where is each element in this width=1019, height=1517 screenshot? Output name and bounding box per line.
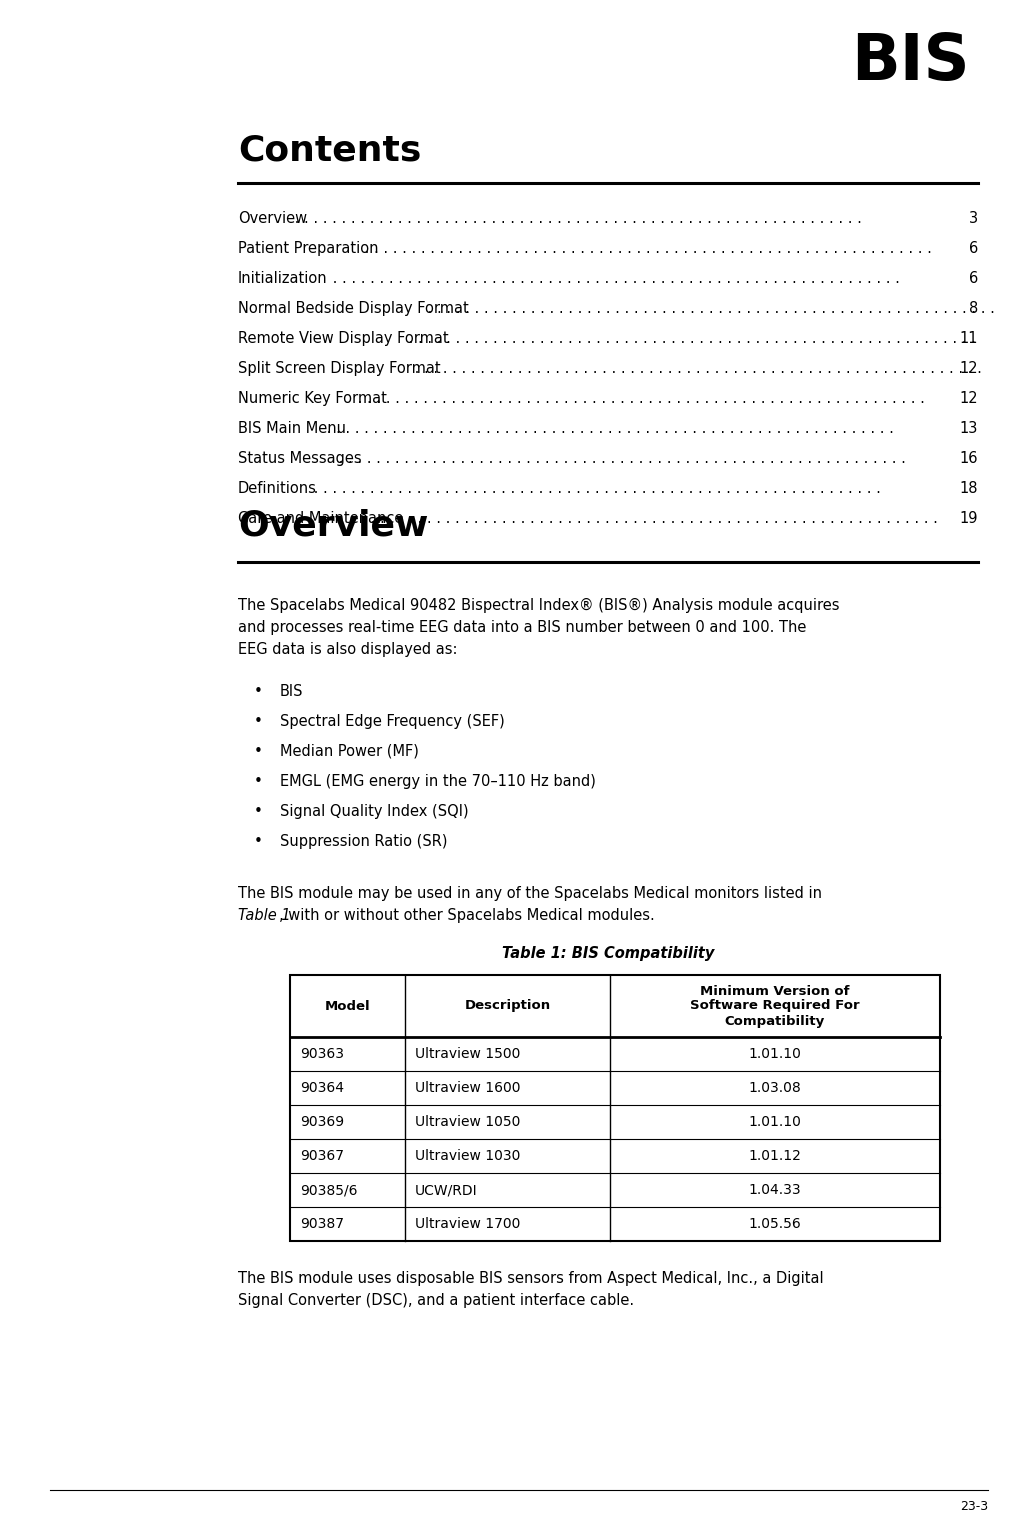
Text: 3: 3 — [968, 211, 977, 226]
Text: BIS Main Menu: BIS Main Menu — [237, 420, 345, 435]
Text: Spectral Edge Frequency (SEF): Spectral Edge Frequency (SEF) — [280, 713, 504, 728]
Text: Ultraview 1500: Ultraview 1500 — [415, 1047, 520, 1060]
Text: Ultraview 1050: Ultraview 1050 — [415, 1115, 520, 1129]
Text: 6: 6 — [968, 241, 977, 255]
Text: BIS: BIS — [851, 30, 969, 93]
Text: . . . . . . . . . . . . . . . . . . . . . . . . . . . . . . . . . . . . . . . . : . . . . . . . . . . . . . . . . . . . . … — [334, 451, 906, 466]
Text: Table 1: Table 1 — [237, 907, 290, 922]
Text: . . . . . . . . . . . . . . . . . . . . . . . . . . . . . . . . . . . . . . . . : . . . . . . . . . . . . . . . . . . . . … — [353, 390, 924, 405]
Text: Status Messages: Status Messages — [237, 451, 362, 466]
Text: 90364: 90364 — [300, 1082, 343, 1095]
Text: 1.05.56: 1.05.56 — [748, 1217, 801, 1230]
Text: UCW/RDI: UCW/RDI — [415, 1183, 477, 1197]
Text: 90367: 90367 — [300, 1148, 343, 1164]
Text: Definitions: Definitions — [237, 481, 317, 496]
Text: 8: 8 — [968, 300, 977, 316]
Text: 1.01.10: 1.01.10 — [748, 1115, 801, 1129]
Text: Table 1: BIS Compatibility: Table 1: BIS Compatibility — [501, 945, 713, 960]
Text: •: • — [254, 833, 262, 848]
Text: . . . . . . . . . . . . . . . . . . . . . . . . . . . . . . . . . . . . . . . . : . . . . . . . . . . . . . . . . . . . . … — [366, 511, 936, 525]
Text: , with or without other Spacelabs Medical modules.: , with or without other Spacelabs Medica… — [279, 907, 654, 922]
Text: Suppression Ratio (SR): Suppression Ratio (SR) — [280, 833, 447, 848]
Text: 6: 6 — [968, 270, 977, 285]
Text: 1.01.10: 1.01.10 — [748, 1047, 801, 1060]
Text: Ultraview 1600: Ultraview 1600 — [415, 1082, 520, 1095]
Text: . . . . . . . . . . . . . . . . . . . . . . . . . . . . . . . . . . . . . . . . : . . . . . . . . . . . . . . . . . . . . … — [328, 270, 899, 285]
Text: Remote View Display Format: Remote View Display Format — [237, 331, 448, 346]
Text: 12: 12 — [959, 361, 977, 376]
Text: Numeric Key Format: Numeric Key Format — [237, 390, 386, 405]
Text: . . . . . . . . . . . . . . . . . . . . . . . . . . . . . . . . . . . . . . . . : . . . . . . . . . . . . . . . . . . . . … — [410, 361, 981, 376]
Text: Median Power (MF): Median Power (MF) — [280, 743, 419, 758]
Text: 11: 11 — [959, 331, 977, 346]
Text: 18: 18 — [959, 481, 977, 496]
Text: . . . . . . . . . . . . . . . . . . . . . . . . . . . . . . . . . . . . . . . . : . . . . . . . . . . . . . . . . . . . . … — [422, 300, 994, 316]
Text: 13: 13 — [959, 420, 977, 435]
Text: The BIS module may be used in any of the Spacelabs Medical monitors listed in: The BIS module may be used in any of the… — [237, 886, 821, 901]
Text: 1.03.08: 1.03.08 — [748, 1082, 801, 1095]
Text: . . . . . . . . . . . . . . . . . . . . . . . . . . . . . . . . . . . . . . . . : . . . . . . . . . . . . . . . . . . . . … — [404, 331, 975, 346]
Text: •: • — [254, 743, 262, 758]
Text: Overview: Overview — [237, 508, 428, 542]
Text: Signal Quality Index (SQI): Signal Quality Index (SQI) — [280, 804, 468, 819]
Text: Overview: Overview — [237, 211, 307, 226]
Text: 23-3: 23-3 — [959, 1499, 987, 1512]
Text: . . . . . . . . . . . . . . . . . . . . . . . . . . . . . . . . . . . . . . . . : . . . . . . . . . . . . . . . . . . . . … — [309, 481, 880, 496]
Text: Patient Preparation: Patient Preparation — [237, 241, 378, 255]
Text: Compatibility: Compatibility — [725, 1015, 824, 1027]
Text: . . . . . . . . . . . . . . . . . . . . . . . . . . . . . . . . . . . . . . . . : . . . . . . . . . . . . . . . . . . . . … — [290, 211, 861, 226]
Text: Contents: Contents — [237, 133, 421, 167]
Text: Split Screen Display Format: Split Screen Display Format — [237, 361, 440, 376]
Text: Normal Bedside Display Format: Normal Bedside Display Format — [237, 300, 469, 316]
Text: BIS: BIS — [280, 684, 304, 698]
Text: 1.04.33: 1.04.33 — [748, 1183, 801, 1197]
Bar — [289, 975, 940, 1241]
Text: Initialization: Initialization — [237, 270, 327, 285]
Text: •: • — [254, 774, 262, 789]
Text: Minimum Version of: Minimum Version of — [700, 985, 849, 998]
Text: 19: 19 — [959, 511, 977, 525]
Text: Ultraview 1700: Ultraview 1700 — [415, 1217, 520, 1230]
Text: 16: 16 — [959, 451, 977, 466]
Text: and processes real-time EEG data into a BIS number between 0 and 100. The: and processes real-time EEG data into a … — [237, 619, 806, 634]
Text: Signal Converter (DSC), and a patient interface cable.: Signal Converter (DSC), and a patient in… — [237, 1294, 634, 1309]
Text: . . . . . . . . . . . . . . . . . . . . . . . . . . . . . . . . . . . . . . . . : . . . . . . . . . . . . . . . . . . . . … — [322, 420, 893, 435]
Text: Care and Maintenance: Care and Maintenance — [237, 511, 403, 525]
Text: . . . . . . . . . . . . . . . . . . . . . . . . . . . . . . . . . . . . . . . . : . . . . . . . . . . . . . . . . . . . . … — [360, 241, 930, 255]
Text: 90369: 90369 — [300, 1115, 343, 1129]
Text: 90387: 90387 — [300, 1217, 343, 1230]
Text: Model: Model — [324, 1000, 370, 1012]
Text: •: • — [254, 713, 262, 728]
Text: The BIS module uses disposable BIS sensors from Aspect Medical, Inc., a Digital: The BIS module uses disposable BIS senso… — [237, 1271, 822, 1286]
Text: 1.01.12: 1.01.12 — [748, 1148, 801, 1164]
Text: Description: Description — [464, 1000, 550, 1012]
Text: EEG data is also displayed as:: EEG data is also displayed as: — [237, 642, 458, 657]
Text: 90385/6: 90385/6 — [300, 1183, 357, 1197]
Text: 90363: 90363 — [300, 1047, 343, 1060]
Text: EMGL (EMG energy in the 70–110 Hz band): EMGL (EMG energy in the 70–110 Hz band) — [280, 774, 595, 789]
Text: 12: 12 — [959, 390, 977, 405]
Text: The Spacelabs Medical 90482 Bispectral Index® (BIS®) Analysis module acquires: The Spacelabs Medical 90482 Bispectral I… — [237, 598, 839, 613]
Text: Software Required For: Software Required For — [690, 1000, 859, 1012]
Text: Ultraview 1030: Ultraview 1030 — [415, 1148, 520, 1164]
Text: •: • — [254, 804, 262, 819]
Text: •: • — [254, 684, 262, 698]
